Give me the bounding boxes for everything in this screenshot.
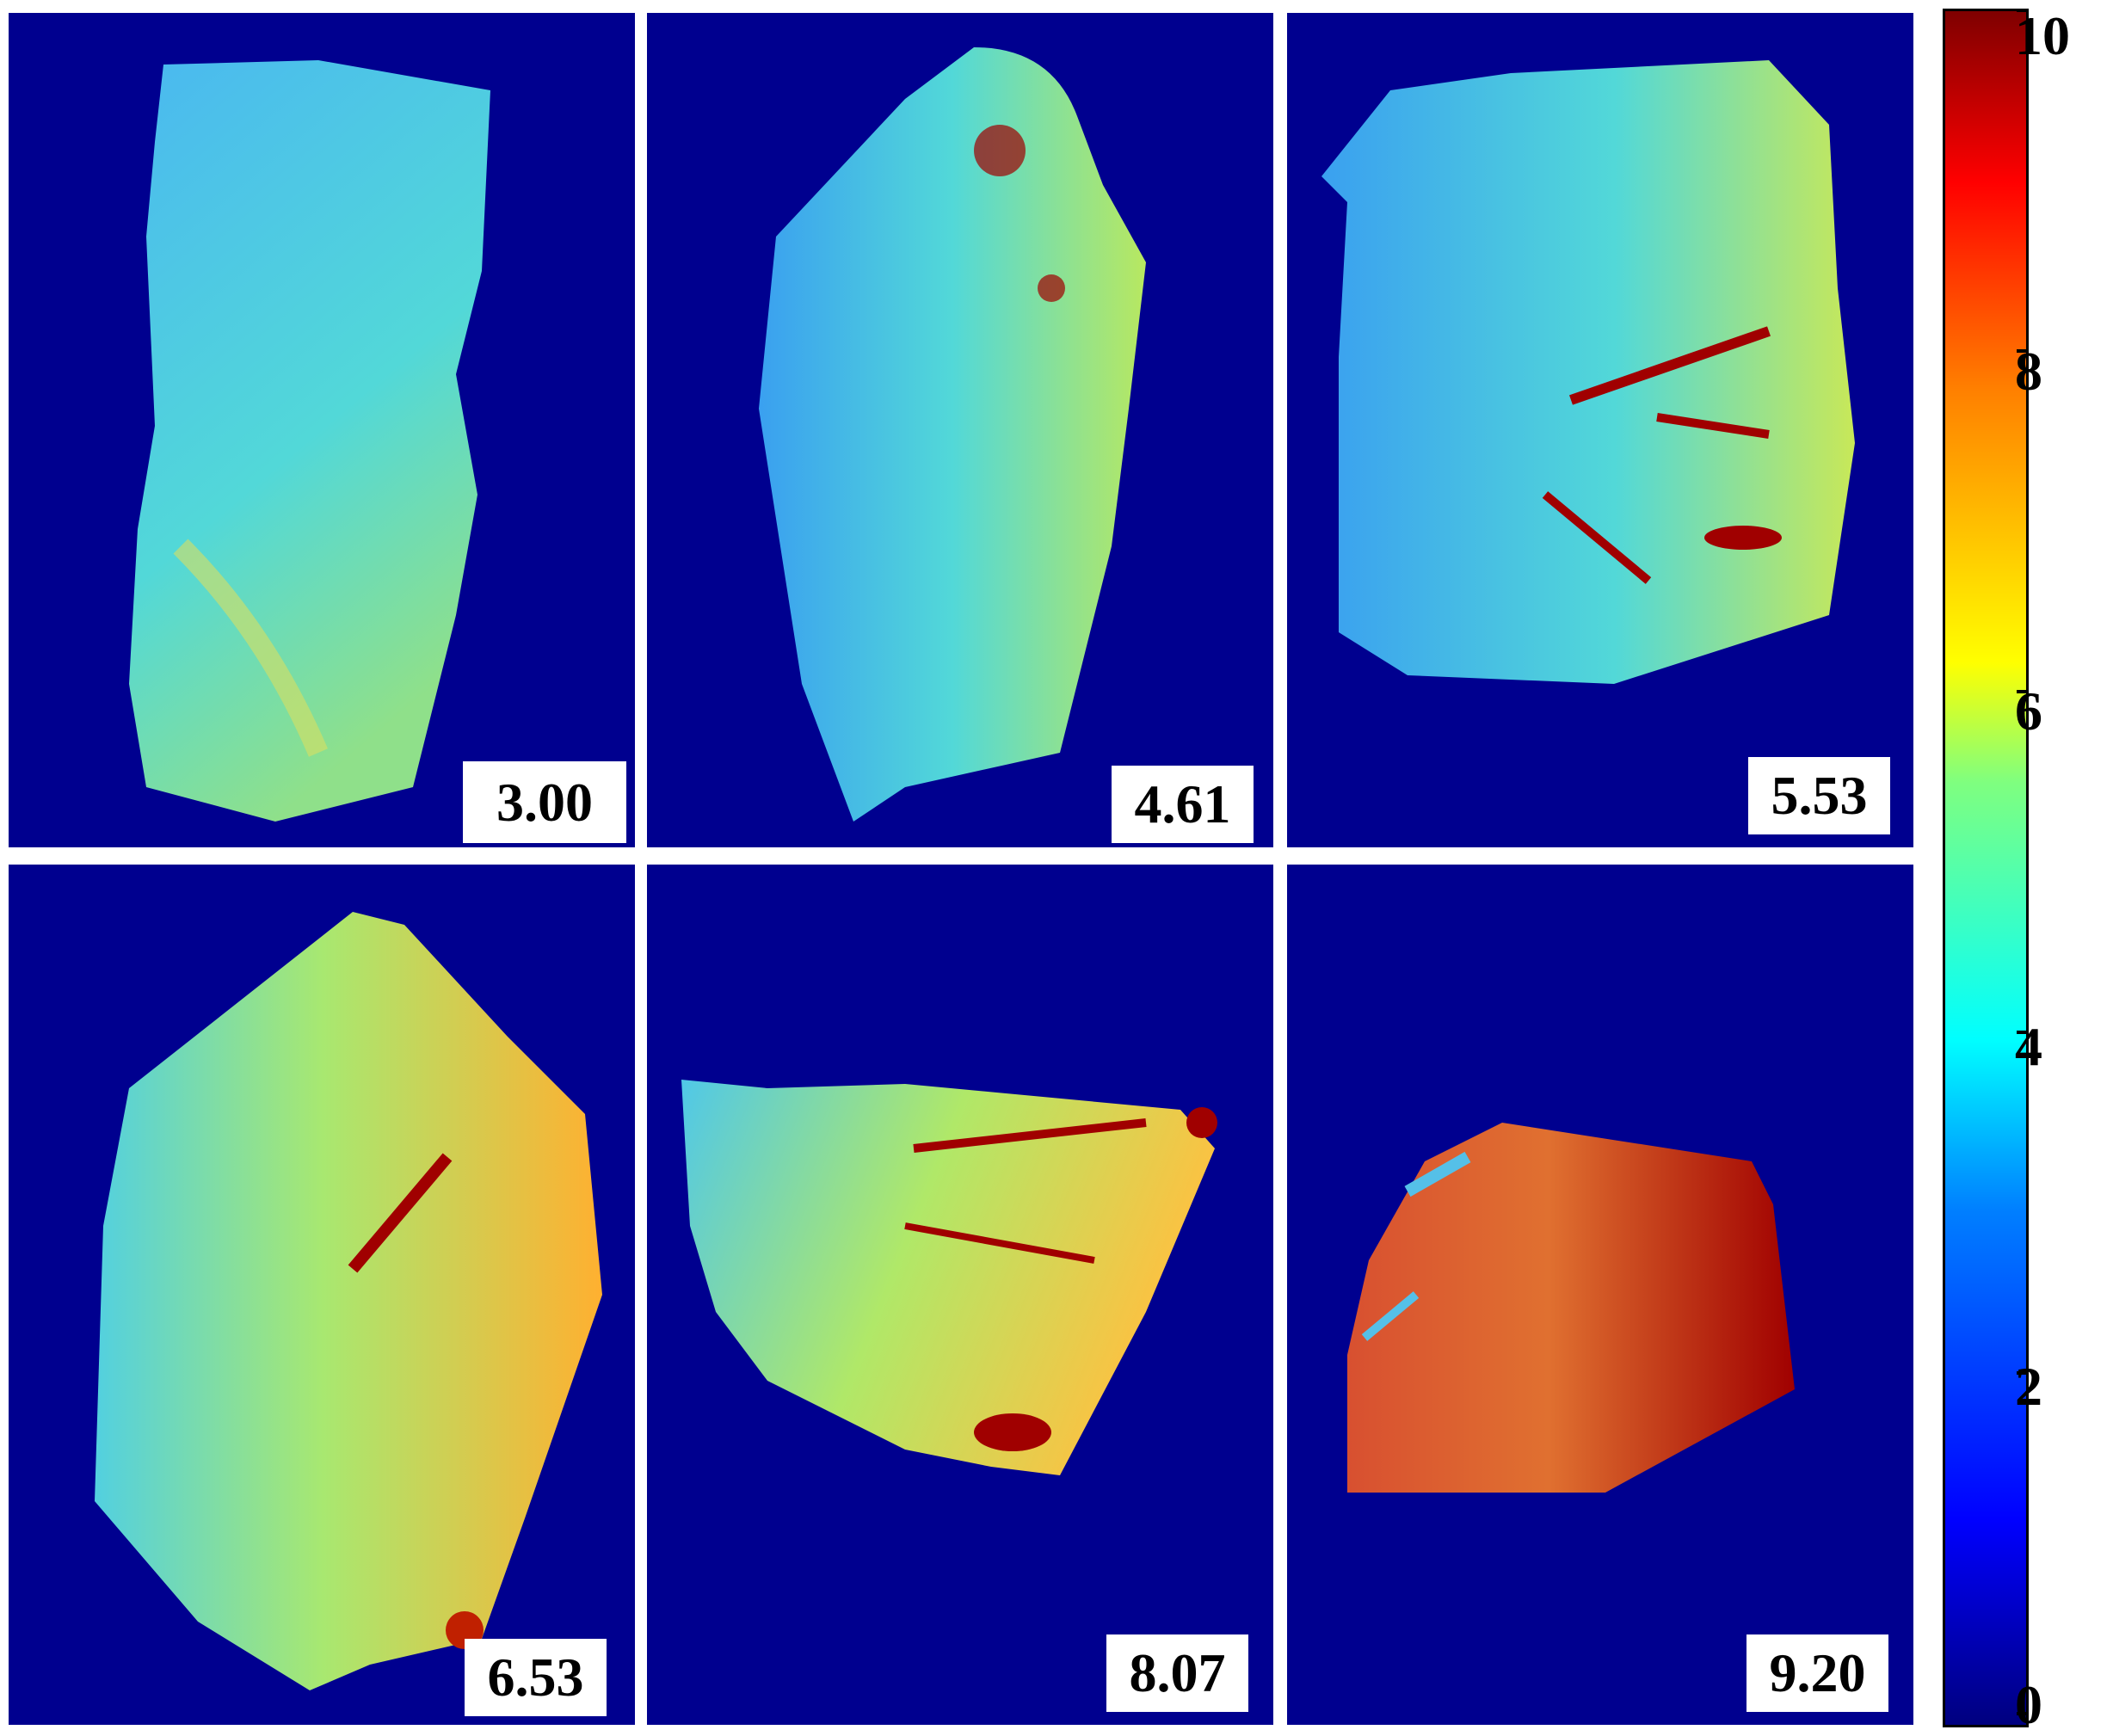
sample-label-1: 3.00 (463, 761, 626, 843)
colorbar-tick-label-4: 4 (2015, 1016, 2042, 1077)
sample-label-2: 4.61 (1112, 766, 1254, 843)
sample-label-5: 8.07 (1106, 1634, 1248, 1712)
sample-panel-5: 8.07 (647, 865, 1273, 1725)
sample-label-6: 9.20 (1746, 1634, 1888, 1712)
colorbar-tick-4 (2017, 1031, 2029, 1034)
colorbar-tick-label-2: 2 (2015, 1356, 2042, 1417)
colorbar-tick-label-8: 8 (2015, 341, 2042, 402)
sample-panel-2: 4.61 (647, 13, 1273, 847)
colorbar-tick-label-10: 10 (2015, 5, 2070, 66)
sample-heatmap-5 (681, 1080, 1217, 1475)
sample-heatmap-1 (129, 60, 490, 822)
colorbar-tick-2 (2017, 1371, 2029, 1375)
sample-heatmap-3 (1321, 60, 1855, 684)
sample-panel-4: 6.53 (9, 865, 635, 1725)
sample-panel-6: 9.20 (1287, 865, 1913, 1725)
sample-heatmap-4 (95, 912, 602, 1690)
sample-panel-3: 5.53 (1287, 13, 1913, 847)
colorbar-tick-label-6: 6 (2015, 680, 2042, 742)
colorbar-tick-10 (2017, 9, 2029, 12)
sample-label-3: 5.53 (1748, 757, 1890, 834)
sample-panel-1: 3.00 (9, 13, 635, 847)
colorbar-tick-8 (2017, 349, 2029, 353)
colorbar (1943, 9, 2037, 1727)
colorbar-tick-0 (2017, 1712, 2029, 1715)
sample-heatmap-2 (759, 47, 1146, 822)
colorbar-tick-6 (2017, 690, 2029, 693)
sample-heatmap-6 (1347, 1123, 1795, 1493)
colorbar-tick-label-0: 0 (2015, 1674, 2042, 1735)
colorbar-gradient (1943, 9, 2029, 1727)
sample-label-4: 6.53 (465, 1639, 607, 1716)
